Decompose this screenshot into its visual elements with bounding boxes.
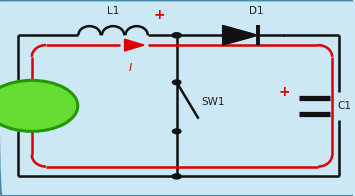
Text: SW1: SW1 <box>201 97 225 107</box>
Circle shape <box>0 80 78 131</box>
Text: L1: L1 <box>107 6 119 16</box>
Text: +: + <box>153 8 165 22</box>
Circle shape <box>172 174 181 179</box>
Polygon shape <box>125 39 144 51</box>
Text: Vs: Vs <box>24 101 39 111</box>
Circle shape <box>172 33 181 38</box>
Text: I: I <box>129 63 132 73</box>
Text: C1: C1 <box>338 101 351 111</box>
Text: +: + <box>279 85 290 99</box>
Circle shape <box>173 129 181 134</box>
Polygon shape <box>223 25 258 45</box>
Circle shape <box>173 80 181 85</box>
Text: D1: D1 <box>249 6 263 16</box>
